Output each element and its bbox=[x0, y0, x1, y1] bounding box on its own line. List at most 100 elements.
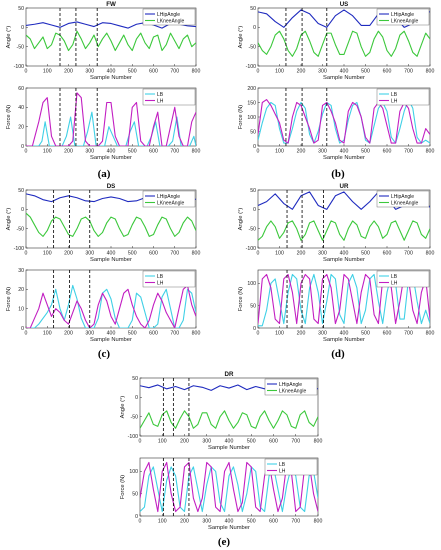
x-tick-label: 0 bbox=[139, 439, 142, 445]
series-line-LB bbox=[26, 284, 196, 328]
x-tick-label: 300 bbox=[85, 331, 94, 337]
legend-entry: LHipAngle bbox=[391, 194, 414, 200]
legend-box bbox=[142, 8, 196, 26]
x-tick-label: 800 bbox=[192, 149, 201, 155]
x-tick-label: 400 bbox=[340, 331, 349, 337]
legend-entry: LB bbox=[391, 274, 398, 280]
x-axis-label: Sample Number bbox=[323, 155, 365, 161]
x-tick-label: 800 bbox=[192, 69, 201, 75]
x-tick-label: 100 bbox=[43, 251, 52, 257]
x-tick-label: 600 bbox=[383, 331, 392, 337]
chart-panel-4: 0 100 200 300 400 500 600 700 800 -100 -50 0 50 Sampl… bbox=[6, 183, 200, 263]
y-tick-label: -50 bbox=[249, 226, 257, 232]
panel-label: (c) bbox=[98, 348, 111, 360]
legend-box bbox=[264, 458, 318, 476]
y-axis-label: Force (N) bbox=[6, 105, 12, 130]
x-tick-label: 0 bbox=[139, 519, 142, 525]
y-tick-label: 0 bbox=[253, 144, 256, 150]
chart-title: FW bbox=[106, 1, 116, 8]
x-tick-label: 300 bbox=[318, 149, 327, 155]
y-axis-label: Angle (°) bbox=[6, 26, 12, 49]
legend-box bbox=[142, 88, 196, 106]
y-tick-label: 0 bbox=[253, 25, 256, 31]
chart-panel-8: 0 100 200 300 400 500 600 700 800 -100 -50 0 50 Sampl… bbox=[120, 371, 322, 451]
y-tick-label: 30 bbox=[18, 268, 24, 274]
legend-entry: LKneeAngle bbox=[157, 200, 184, 206]
legend-box bbox=[142, 270, 196, 288]
x-tick-label: 500 bbox=[247, 439, 256, 445]
x-tick-label: 0 bbox=[25, 251, 28, 257]
chart-title: DS bbox=[107, 183, 116, 190]
legend-box bbox=[376, 190, 430, 208]
x-tick-label: 400 bbox=[107, 251, 116, 257]
y-tick-label: 50 bbox=[18, 188, 24, 194]
x-tick-label: 300 bbox=[202, 439, 211, 445]
series-line-LH bbox=[258, 99, 430, 144]
x-tick-label: 0 bbox=[25, 149, 28, 155]
legend-entry: LH bbox=[391, 280, 398, 286]
x-tick-label: 800 bbox=[426, 69, 435, 75]
x-tick-label: 0 bbox=[257, 69, 260, 75]
y-tick-label: 50 bbox=[250, 188, 256, 194]
x-tick-label: 800 bbox=[426, 331, 435, 337]
panel-label: (a) bbox=[98, 168, 111, 180]
x-tick-label: 600 bbox=[149, 69, 158, 75]
legend-box bbox=[264, 378, 318, 396]
y-tick-label: 60 bbox=[18, 86, 24, 92]
x-tick-label: 200 bbox=[64, 149, 73, 155]
legend-entry: LHipAngle bbox=[391, 12, 414, 18]
chart-panel-9: 0 100 200 300 400 500 600 700 800 0 50 100 Sample Nu… bbox=[120, 457, 322, 531]
x-tick-label: 100 bbox=[158, 439, 167, 445]
y-tick-label: 0 bbox=[21, 144, 24, 150]
x-tick-label: 200 bbox=[180, 519, 189, 525]
x-tick-label: 400 bbox=[107, 149, 116, 155]
legend-entry: LKneeAngle bbox=[279, 388, 306, 394]
x-tick-label: 500 bbox=[361, 251, 370, 257]
chart-panel-3: 0 100 200 300 400 500 600 700 800 0 50 100 150 200 Sam… bbox=[238, 86, 434, 161]
y-tick-label: 0 bbox=[21, 326, 24, 332]
x-tick-label: 300 bbox=[318, 69, 327, 75]
legend-entry: LHipAngle bbox=[157, 194, 180, 200]
x-tick-label: 300 bbox=[202, 519, 211, 525]
legend-entry: LB bbox=[157, 92, 164, 98]
x-tick-label: 0 bbox=[257, 149, 260, 155]
x-axis-label: Sample Number bbox=[90, 75, 132, 81]
y-tick-label: 20 bbox=[18, 124, 24, 130]
chart-panel-7: 0 100 200 300 400 500 600 700 800 0 50 100 Sample Nu… bbox=[238, 269, 435, 343]
x-tick-label: 200 bbox=[297, 251, 306, 257]
y-tick-label: 0 bbox=[135, 395, 138, 401]
x-tick-label: 500 bbox=[128, 69, 137, 75]
y-tick-label: 50 bbox=[132, 376, 138, 382]
x-tick-label: 700 bbox=[291, 439, 300, 445]
y-tick-label: 100 bbox=[129, 469, 138, 475]
x-tick-label: 300 bbox=[85, 69, 94, 75]
x-tick-label: 400 bbox=[340, 149, 349, 155]
x-tick-label: 400 bbox=[107, 69, 116, 75]
legend-entry: LH bbox=[157, 98, 164, 104]
y-tick-label: -50 bbox=[249, 44, 257, 50]
x-tick-label: 100 bbox=[275, 149, 284, 155]
y-axis-label: Angle (°) bbox=[238, 26, 244, 49]
x-tick-label: 100 bbox=[275, 251, 284, 257]
x-tick-label: 500 bbox=[128, 331, 137, 337]
chart-title: UR bbox=[340, 183, 349, 190]
series-line-LB bbox=[140, 466, 318, 513]
y-tick-label: 0 bbox=[253, 207, 256, 213]
x-tick-label: 700 bbox=[291, 519, 300, 525]
x-tick-label: 500 bbox=[361, 69, 370, 75]
y-tick-label: 0 bbox=[135, 514, 138, 520]
legend-entry: LH bbox=[157, 280, 164, 286]
x-tick-label: 700 bbox=[404, 251, 413, 257]
x-axis-label: Sample Number bbox=[90, 155, 132, 161]
series-line-LH bbox=[26, 92, 196, 146]
x-tick-label: 100 bbox=[275, 69, 284, 75]
chart-panel-2: 0 100 200 300 400 500 600 700 800 -100 -50 0 50 Sampl… bbox=[238, 1, 434, 81]
y-tick-label: 50 bbox=[18, 6, 24, 12]
x-tick-label: 200 bbox=[297, 69, 306, 75]
y-tick-label: 100 bbox=[247, 115, 256, 121]
y-axis-label: Angle (°) bbox=[238, 208, 244, 231]
legend-entry: LB bbox=[279, 462, 286, 468]
y-tick-label: -50 bbox=[17, 44, 25, 50]
y-tick-label: 150 bbox=[247, 100, 256, 106]
legend-box bbox=[376, 88, 430, 106]
